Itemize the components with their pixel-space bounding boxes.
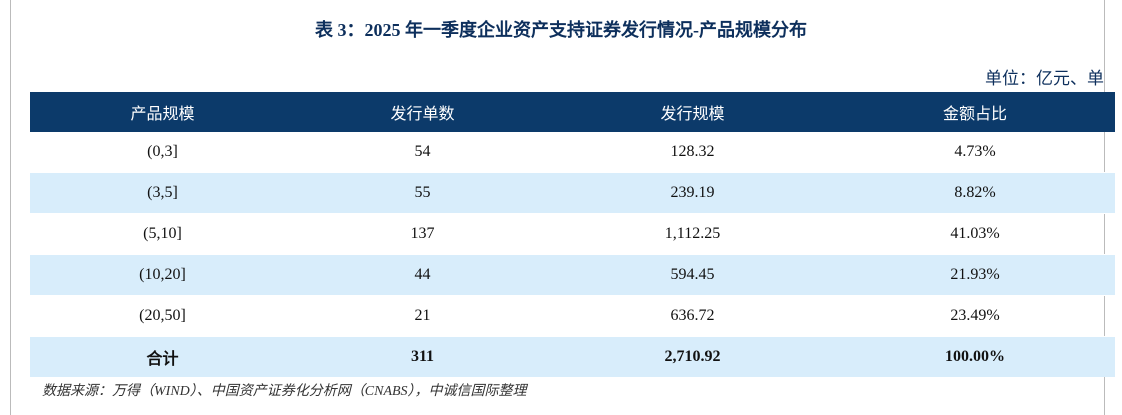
data-table: 产品规模 发行单数 发行规模 金额占比 (0,3] 54 128.32 4.73% (3,5]…	[30, 92, 1115, 377]
table-cell: 4.73%	[954, 143, 996, 160]
table-cell: 137	[295, 213, 550, 255]
table-row: (5,10] 137 1,112.25 41.03%	[30, 213, 1115, 255]
total-row: 合计 311 2,710.92 100.00%	[30, 336, 1115, 377]
table-row: (0,3] 54 128.32 4.73%	[30, 132, 1115, 173]
table-cell: 41.03%	[835, 213, 1115, 255]
table-row: (10,20] 44 594.45 21.93%	[30, 254, 1115, 296]
table-cell: 21	[295, 295, 550, 337]
table-cell: 44	[295, 254, 550, 296]
total-cell: 2,710.92	[550, 336, 835, 377]
table-cell: (3,5]	[30, 172, 295, 214]
column-header: 发行单数	[295, 92, 550, 132]
column-header: 金额占比	[835, 92, 1115, 132]
table-row: (3,5] 55 239.19 8.82%	[30, 172, 1115, 214]
table-cell: 239.19	[550, 172, 835, 214]
total-cell: 100.00%	[835, 336, 1115, 377]
table-cell: (20,50]	[30, 295, 295, 337]
table-cell: 1,112.25	[550, 213, 835, 255]
table-cell: (10,20]	[30, 254, 295, 296]
table-cell: 21.93%	[835, 254, 1115, 296]
border-line	[10, 0, 11, 415]
column-header: 发行规模	[550, 92, 835, 132]
table-cell: 636.72	[550, 295, 835, 337]
unit-note: 单位：亿元、单	[985, 69, 1104, 88]
total-cell: 311	[295, 336, 550, 377]
table-cell: (5,10]	[30, 213, 295, 255]
table-cell: 54	[414, 143, 431, 160]
table-cell: 128.32	[670, 143, 715, 160]
table-title: 表 3：2025 年一季度企业资产支持证券发行情况-产品规模分布	[315, 20, 807, 40]
header-row: 产品规模 发行单数 发行规模 金额占比	[30, 92, 1115, 132]
table-body: (0,3] 54 128.32 4.73% (3,5] 55 239.19 8.82% (5,1…	[30, 132, 1115, 377]
source-note: 数据来源：万得（WIND）、中国资产证券化分析网（CNABS），中诚信国际整理	[42, 384, 527, 399]
table-cell: 594.45	[550, 254, 835, 296]
table-cell: 23.49%	[835, 295, 1115, 337]
table-row: (20,50] 21 636.72 23.49%	[30, 295, 1115, 337]
table-cell: 8.82%	[835, 172, 1115, 214]
table-cell: 55	[295, 172, 550, 214]
column-header: 产品规模	[30, 92, 295, 132]
total-cell: 合计	[30, 336, 295, 377]
table-cell: (0,3]	[147, 143, 178, 160]
